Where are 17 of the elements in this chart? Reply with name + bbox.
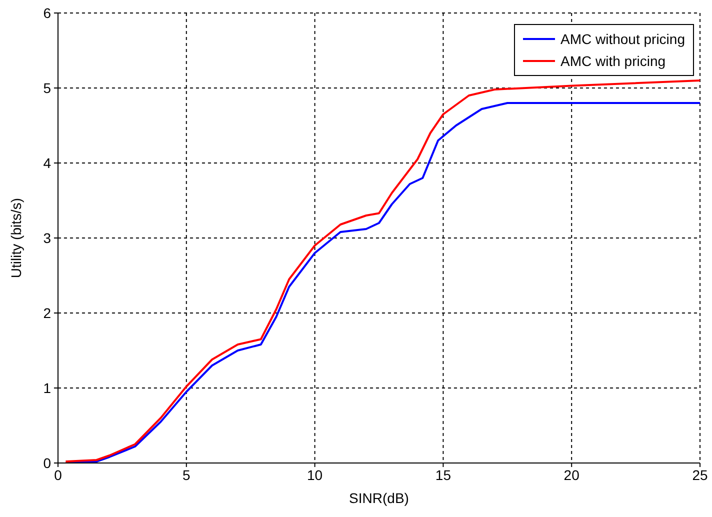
y-tick-label: 5 xyxy=(43,80,52,96)
legend-label: AMC without pricing xyxy=(560,30,685,49)
x-tick-label: 20 xyxy=(564,466,580,483)
x-axis-title: SINR(dB) xyxy=(349,490,409,506)
legend-label: AMC with pricing xyxy=(560,52,666,71)
y-tick-label: 2 xyxy=(43,304,52,321)
y-tick-label: 3 xyxy=(43,230,52,246)
x-tick-label: 5 xyxy=(182,466,190,483)
x-tick-label: 10 xyxy=(307,466,323,483)
x-tick-label: 0 xyxy=(54,466,62,483)
y-tick-label: 6 xyxy=(43,4,52,21)
y-axis-title: Utility (bits/s) xyxy=(8,198,24,278)
y-tick-label: 0 xyxy=(43,454,52,471)
x-tick-label: 25 xyxy=(692,466,708,483)
x-tick-label: 15 xyxy=(435,466,452,483)
y-tick-label: 1 xyxy=(43,380,52,396)
y-tick-label: 4 xyxy=(43,154,52,171)
